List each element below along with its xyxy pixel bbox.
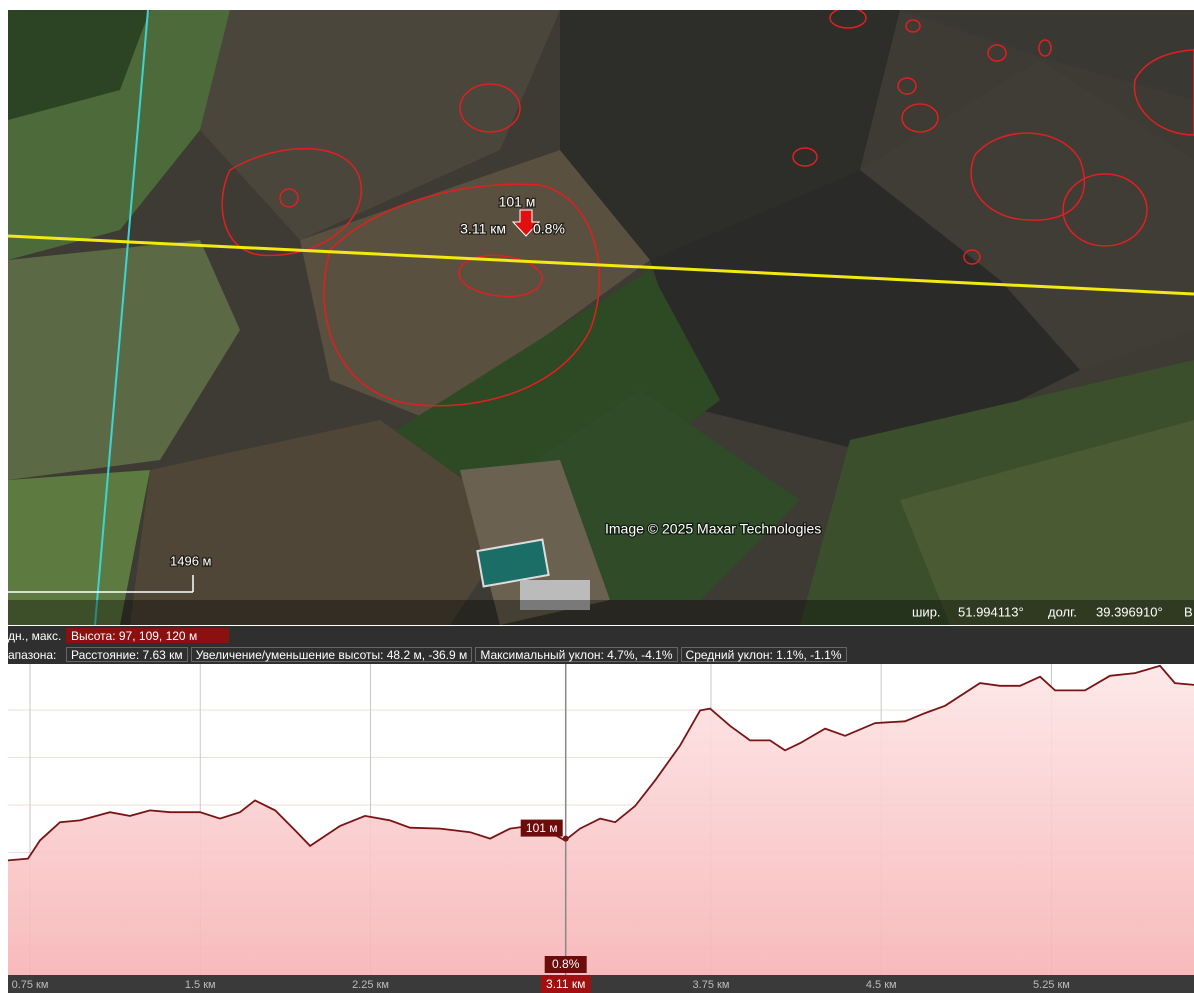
main-view: 101 м 3.11 км 0.8% Image © 2025 Maxar Te… [0,0,1194,993]
map-slope: 0.8% [533,221,565,237]
value-label: 101 м [526,821,558,835]
row-label: апазона: [8,648,66,662]
x-tick-label: 4.5 км [866,979,897,991]
lon-label: долг. [1048,604,1077,619]
map-elevation: 101 м [499,194,536,210]
x-tick-label: 5.25 км [1033,979,1070,991]
x-tick-label: 1.5 км [185,979,216,991]
slope-label: 0.8% [552,957,580,971]
map-distance: 3.11 км [460,221,506,237]
cursor-point [563,836,569,842]
satellite-map [8,8,1194,625]
max-slope-stat: Максимальный уклон: 4.7%, -4.1% [475,647,677,662]
info-row-2: апазона: Расстояние: 7.63 км Увеличение/… [8,645,1194,664]
attribution: Image © 2025 Maxar Technologies [605,521,821,537]
distance-stat: Расстояние: 7.63 км [66,647,188,662]
elevation-stat: Высота: 97, 109, 120 м [66,628,229,643]
row-label: дн., макс. [8,629,66,643]
page: 101 м 3.11 км 0.8% Image © 2025 Maxar Te… [0,0,1194,993]
x-tick-label: 0.75 км [12,979,49,991]
scale-label: 1496 м [170,553,212,568]
avg-slope-stat: Средний уклон: 1.1%, -1.1% [681,647,847,662]
x-tick-label: 3.75 км [693,979,730,991]
lat: 51.994113° [958,604,1024,619]
gain-loss-stat: Увеличение/уменьшение высоты: 48.2 м, -3… [191,647,473,662]
x-cursor-label: 3.11 км [546,977,585,991]
info-row-1: дн., макс. Высота: 97, 109, 120 м [8,626,1194,645]
app: 101 м 3.11 км 0.8% Image © 2025 Maxar Te… [0,0,1194,993]
lat-label: шир. [912,604,941,619]
lon: 39.396910° [1096,604,1163,619]
cut-text: В [1184,604,1193,619]
x-tick-label: 2.25 км [352,979,389,991]
